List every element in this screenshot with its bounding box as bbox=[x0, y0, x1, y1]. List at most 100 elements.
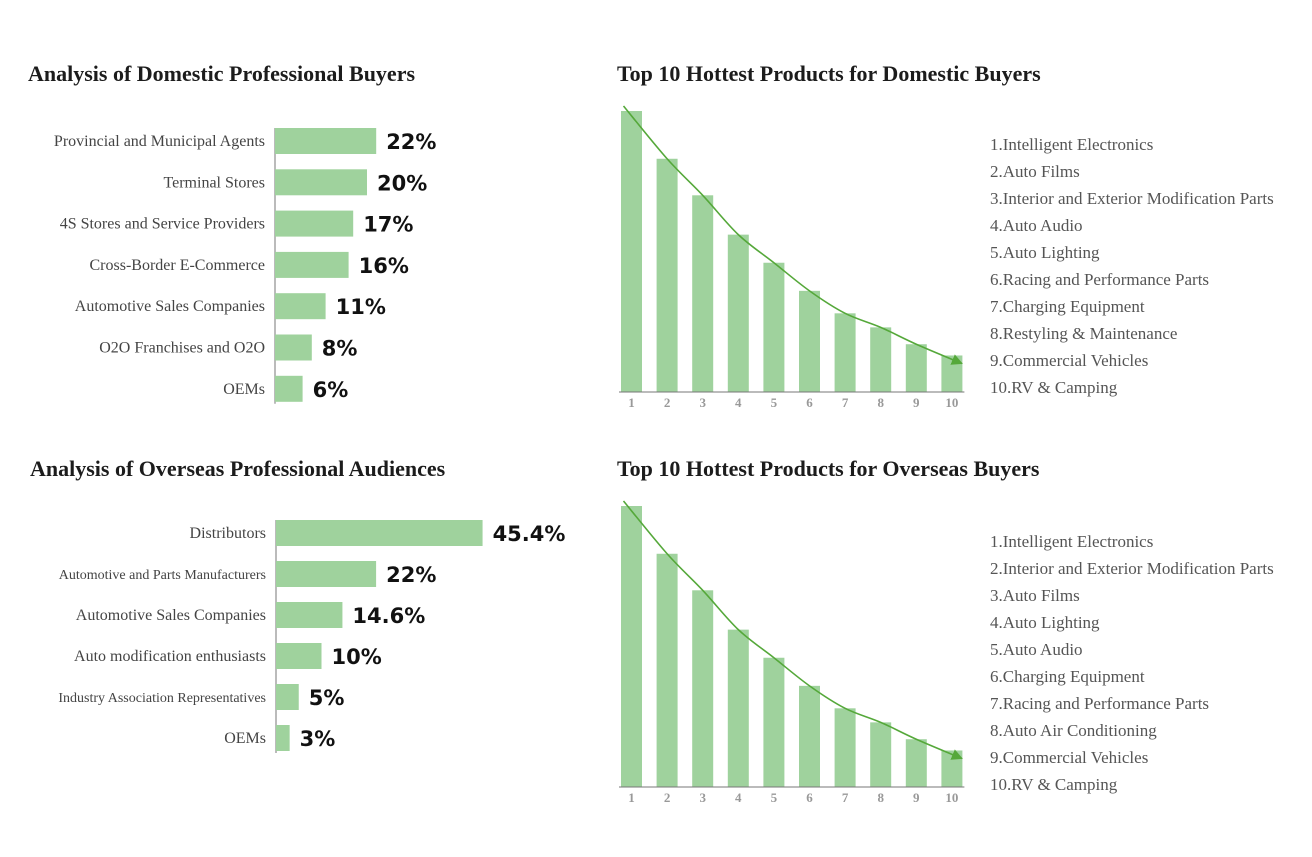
x-tick-label: 4 bbox=[735, 395, 742, 410]
category-label: Automotive Sales Companies bbox=[76, 607, 266, 624]
value-label: 14.6% bbox=[352, 604, 425, 628]
value-label: 8% bbox=[322, 337, 358, 361]
x-tick-label: 6 bbox=[806, 395, 813, 410]
legend-item: 3.Auto Films bbox=[990, 586, 1080, 605]
trend-arrow bbox=[622, 500, 963, 760]
value-label: 6% bbox=[313, 378, 349, 402]
x-tick-label: 1 bbox=[628, 790, 635, 805]
bar bbox=[275, 210, 354, 237]
x-tick-label: 5 bbox=[771, 790, 778, 805]
legend-item: 7.Racing and Performance Parts bbox=[990, 694, 1210, 713]
bar bbox=[276, 725, 290, 751]
x-tick-label: 2 bbox=[664, 790, 671, 805]
value-label: 16% bbox=[359, 254, 409, 278]
value-label: 17% bbox=[363, 213, 413, 237]
bar bbox=[275, 293, 326, 320]
legend-item: 1.Intelligent Electronics bbox=[990, 532, 1154, 551]
bar bbox=[834, 313, 856, 392]
x-tick-label: 8 bbox=[877, 790, 884, 805]
bar bbox=[941, 750, 963, 787]
bar bbox=[276, 520, 483, 546]
bar bbox=[656, 158, 678, 392]
value-label: 22% bbox=[386, 130, 436, 154]
value-label: 5% bbox=[309, 686, 345, 710]
x-tick-label: 5 bbox=[771, 395, 778, 410]
bar bbox=[870, 722, 892, 787]
trend-arrow bbox=[622, 105, 963, 365]
legend-item: 10.RV & Camping bbox=[990, 775, 1118, 794]
category-label: Industry Association Representatives bbox=[58, 691, 266, 706]
legend-item: 3.Interior and Exterior Modification Par… bbox=[990, 189, 1274, 208]
chart-title-domestic-products: Top 10 Hottest Products for Domestic Buy… bbox=[617, 61, 1041, 86]
bar bbox=[621, 506, 642, 787]
category-label: Auto modification enthusiasts bbox=[74, 648, 266, 665]
bar bbox=[692, 590, 714, 787]
x-tick-label: 6 bbox=[806, 790, 813, 805]
category-label: Automotive and Parts Manufacturers bbox=[59, 568, 266, 583]
category-label: O2O Franchises and O2O bbox=[99, 340, 265, 357]
category-label: Distributors bbox=[190, 525, 266, 542]
x-tick-label: 9 bbox=[913, 395, 920, 410]
x-tick-label: 7 bbox=[842, 790, 849, 805]
value-label: 22% bbox=[386, 563, 436, 587]
legend-item: 5.Auto Lighting bbox=[990, 243, 1100, 262]
x-tick-label: 8 bbox=[877, 395, 884, 410]
x-tick-label: 9 bbox=[913, 790, 920, 805]
bar bbox=[834, 708, 856, 787]
value-label: 10% bbox=[332, 645, 382, 669]
category-label: OEMs bbox=[224, 730, 266, 747]
overseas-audiences-bar-chart: Distributors 45.4% Automotive and Parts Ma… bbox=[58, 520, 566, 753]
legend-item: 1.Intelligent Electronics bbox=[990, 135, 1154, 154]
bar bbox=[763, 657, 785, 787]
category-label: Provincial and Municipal Agents bbox=[54, 133, 265, 150]
value-label: 3% bbox=[300, 727, 336, 751]
legend-item: 9.Commercial Vehicles bbox=[990, 748, 1149, 767]
bar bbox=[276, 602, 343, 628]
domestic-products-bar-chart: 1 2 3 4 5 6 7 8 9 10 bbox=[619, 105, 965, 410]
bar bbox=[870, 327, 892, 392]
legend-item: 10.RV & Camping bbox=[990, 378, 1118, 397]
legend-item: 2.Interior and Exterior Modification Par… bbox=[990, 559, 1274, 578]
legend-item: 8.Restyling & Maintenance bbox=[990, 324, 1178, 343]
bar bbox=[275, 169, 367, 196]
legend-item: 8.Auto Air Conditioning bbox=[990, 721, 1157, 740]
legend-item: 6.Racing and Performance Parts bbox=[990, 270, 1210, 289]
category-label: Terminal Stores bbox=[163, 174, 265, 191]
category-label: Automotive Sales Companies bbox=[75, 298, 265, 315]
x-tick-label: 1 bbox=[628, 395, 635, 410]
legend-item: 2.Auto Films bbox=[990, 162, 1080, 181]
legend-item: 7.Charging Equipment bbox=[990, 297, 1145, 316]
x-tick-label: 7 bbox=[842, 395, 849, 410]
chart-title-overseas-products: Top 10 Hottest Products for Overseas Buy… bbox=[617, 456, 1040, 481]
x-tick-label: 10 bbox=[945, 395, 958, 410]
overseas-products-legend: 1.Intelligent Electronics 2.Interior and… bbox=[990, 528, 1274, 798]
bar bbox=[727, 629, 749, 787]
legend-item: 6.Charging Equipment bbox=[990, 667, 1145, 686]
chart-title-overseas-audiences: Analysis of Overseas Professional Audien… bbox=[30, 456, 446, 481]
value-label: 45.4% bbox=[493, 522, 566, 546]
legend-item: 9.Commercial Vehicles bbox=[990, 351, 1149, 370]
bar bbox=[905, 739, 927, 787]
legend-item: 4.Auto Audio bbox=[990, 216, 1083, 235]
bar bbox=[692, 195, 714, 392]
category-label: Cross-Border E-Commerce bbox=[89, 257, 265, 274]
value-label: 11% bbox=[336, 295, 386, 319]
bar bbox=[275, 251, 349, 278]
bar bbox=[276, 561, 377, 587]
domestic-products-legend: 1.Intelligent Electronics 2.Auto Films 3… bbox=[990, 131, 1274, 401]
bar bbox=[763, 262, 785, 392]
x-tick-label: 4 bbox=[735, 790, 742, 805]
bar bbox=[905, 344, 927, 392]
value-label: 20% bbox=[377, 171, 427, 195]
domestic-buyers-bar-chart: Provincial and Municipal Agents 22% Termin… bbox=[54, 128, 436, 404]
category-label: 4S Stores and Service Providers bbox=[60, 216, 265, 233]
x-tick-label: 2 bbox=[664, 395, 671, 410]
chart-title-domestic-buyers: Analysis of Domestic Professional Buyers bbox=[28, 61, 416, 86]
bar bbox=[727, 234, 749, 392]
bar bbox=[275, 128, 377, 154]
bar bbox=[799, 685, 820, 787]
bar bbox=[276, 643, 322, 669]
legend-item: 4.Auto Lighting bbox=[990, 613, 1100, 632]
x-tick-label: 10 bbox=[945, 790, 958, 805]
